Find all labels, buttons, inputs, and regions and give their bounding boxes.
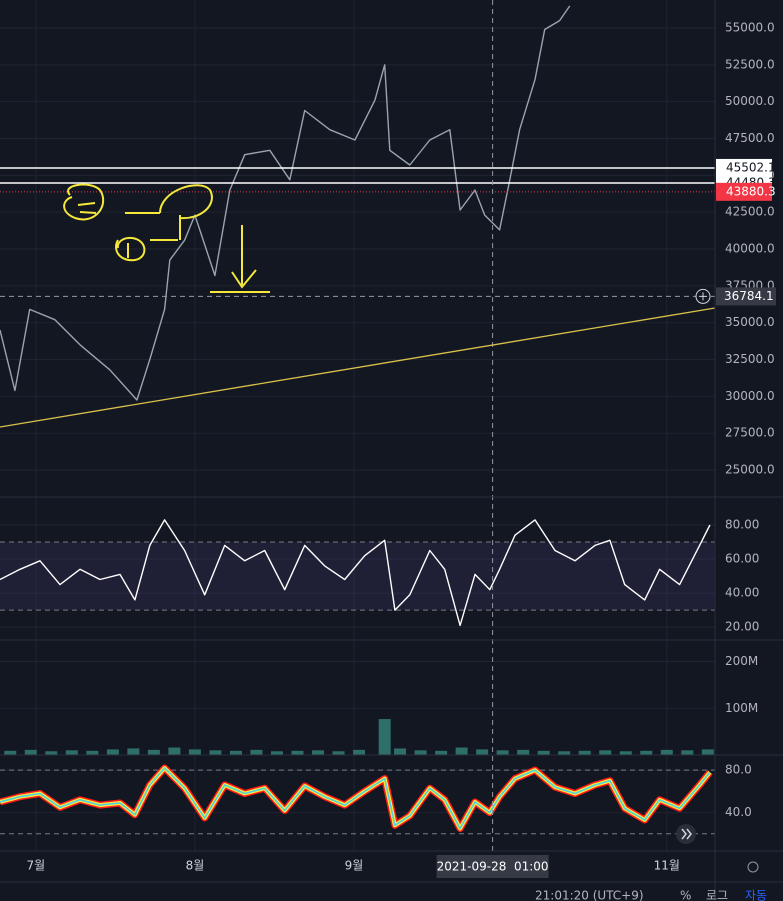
volume-bar bbox=[619, 751, 632, 755]
volume-bar bbox=[86, 750, 99, 755]
volume-bar bbox=[496, 750, 509, 755]
volume-bar bbox=[147, 749, 160, 755]
volume-bar bbox=[414, 750, 427, 755]
x-tick-label: 9월 bbox=[345, 859, 364, 873]
y-tick-label: 40000.0 bbox=[725, 242, 775, 256]
volume-bar bbox=[660, 749, 673, 755]
volume-bar bbox=[45, 751, 58, 755]
settings-icon[interactable] bbox=[747, 861, 759, 873]
volume-bar bbox=[106, 749, 119, 755]
volume-bar bbox=[640, 750, 653, 755]
crosshair-y-box bbox=[716, 287, 776, 306]
volume-bar bbox=[209, 750, 222, 755]
y-tick-label: 50000.0 bbox=[725, 94, 775, 108]
volume-bar bbox=[332, 751, 345, 755]
y-tick-label: 40.0 bbox=[725, 805, 752, 819]
y-tick-label: 47500.0 bbox=[725, 131, 775, 145]
x-tick-label: 7월 bbox=[27, 859, 46, 873]
volume-bar bbox=[394, 748, 407, 755]
volume-bar bbox=[270, 751, 283, 755]
price-label-box bbox=[716, 158, 772, 177]
series-line bbox=[0, 767, 711, 830]
y-tick-label: 80.0 bbox=[725, 763, 752, 777]
y-tick-label: 80.00 bbox=[725, 518, 759, 532]
volume-bar bbox=[127, 748, 140, 755]
x-tick-label: 11월 bbox=[654, 859, 680, 873]
series-line bbox=[0, 5, 571, 401]
crosshair-x-label: 2021-09-28 01:00 bbox=[437, 860, 549, 874]
volume-bar bbox=[537, 750, 550, 755]
price-label: 43880.3 bbox=[726, 184, 776, 198]
volume-bar bbox=[599, 750, 612, 755]
volume-bar bbox=[578, 750, 591, 755]
y-tick-label: 200M bbox=[725, 654, 758, 668]
volume-bar bbox=[681, 750, 694, 755]
scroll-icon bbox=[681, 828, 692, 840]
percent-button[interactable]: % bbox=[680, 889, 691, 901]
y-tick-label: 40.00 bbox=[725, 586, 759, 600]
y-tick-label: 42500.0 bbox=[725, 205, 775, 219]
price-label-box bbox=[716, 182, 772, 201]
crosshair-y-label: 36784.1 bbox=[724, 289, 774, 303]
y-tick-label: 20.00 bbox=[725, 620, 759, 634]
volume-bar bbox=[168, 747, 181, 755]
y-tick-label: 55000.0 bbox=[725, 20, 775, 34]
y-tick-label: 32500.0 bbox=[725, 352, 775, 366]
rsi-band bbox=[0, 542, 715, 611]
price-label: 45502.1 bbox=[726, 160, 776, 174]
volume-bar bbox=[250, 749, 263, 755]
crosshair-x-box bbox=[436, 855, 549, 878]
volume-bar bbox=[24, 749, 37, 755]
series-line bbox=[0, 519, 711, 627]
y-tick-label: 27500.0 bbox=[725, 426, 775, 440]
volume-bar bbox=[455, 747, 468, 755]
auto-button[interactable]: 자동 bbox=[745, 889, 767, 901]
volume-bar bbox=[65, 750, 78, 755]
status-time: 21:01:20 (UTC+9) bbox=[535, 889, 644, 901]
hand-annotations bbox=[63, 183, 270, 293]
volume-bar bbox=[353, 749, 366, 755]
plus-icon bbox=[699, 292, 707, 301]
volume-bar bbox=[476, 749, 489, 755]
volume-bar bbox=[558, 751, 571, 755]
volume-bar bbox=[435, 750, 448, 755]
y-tick-label: 30000.0 bbox=[725, 389, 775, 403]
x-tick-label: 8월 bbox=[186, 859, 205, 873]
volume-bar bbox=[4, 750, 17, 755]
y-tick-label: 25000.0 bbox=[725, 463, 775, 477]
log-button[interactable]: 로그 bbox=[706, 889, 728, 901]
volume-bar bbox=[517, 749, 530, 755]
y-tick-label: 52500.0 bbox=[725, 57, 775, 71]
volume-bar bbox=[701, 749, 714, 755]
volume-bar bbox=[229, 750, 242, 755]
volume-bar bbox=[291, 750, 304, 755]
volume-bar bbox=[312, 750, 325, 755]
y-tick-label: 60.00 bbox=[725, 552, 759, 566]
trend-line bbox=[0, 307, 716, 428]
volume-bar bbox=[378, 719, 391, 755]
volume-bar bbox=[188, 749, 201, 755]
y-tick-label: 100M bbox=[725, 701, 758, 715]
y-tick-label: 35000.0 bbox=[725, 315, 775, 329]
